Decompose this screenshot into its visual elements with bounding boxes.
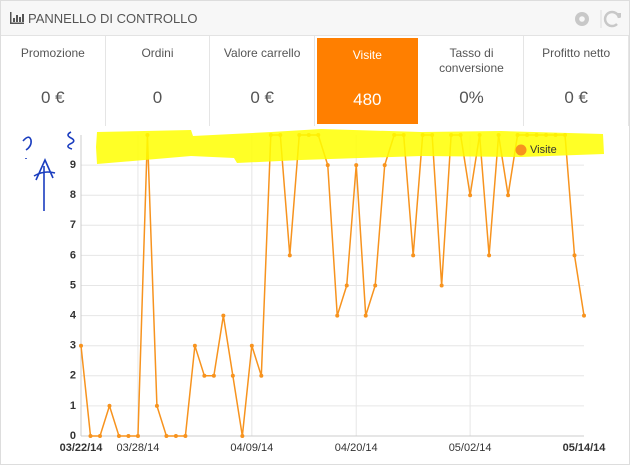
point — [468, 193, 473, 198]
y-tick-label: 7 — [70, 219, 76, 231]
point — [192, 343, 197, 348]
legend-label: Visite — [530, 144, 557, 156]
y-tick-label: 5 — [70, 279, 76, 291]
refresh-button[interactable] — [603, 10, 621, 28]
kpi-tile[interactable]: Valore carrello 0 € — [210, 36, 315, 126]
point — [211, 373, 216, 378]
point — [173, 434, 178, 438]
point — [135, 434, 140, 438]
kpi-value: 480 — [353, 90, 382, 109]
kpi-label: Tasso di conversione — [439, 46, 504, 75]
x-tick-label: 05/02/14 — [449, 442, 492, 454]
kpi-tile[interactable]: Promozione 0 € — [1, 36, 106, 126]
point — [79, 343, 83, 348]
highlight-scribble — [96, 129, 604, 164]
point — [97, 434, 102, 438]
y-tick-label: 2 — [70, 370, 76, 382]
point — [335, 313, 340, 318]
point — [487, 253, 492, 258]
y-tick-label: 9 — [70, 159, 76, 171]
kpi-value: 0 € — [564, 88, 588, 107]
y-tick-label: 6 — [70, 249, 76, 261]
point — [126, 434, 131, 438]
point — [107, 403, 112, 408]
ink-brace — [67, 131, 75, 150]
panel-header: PANNELLO DI CONTROLLO — [1, 1, 629, 36]
kpi-tile[interactable]: Tasso di conversione 0% — [420, 36, 525, 126]
point — [230, 373, 235, 378]
point — [240, 434, 245, 438]
point — [202, 373, 207, 378]
x-tick-label: 05/14/14 — [563, 442, 607, 454]
point — [183, 434, 188, 438]
x-tick-label: 03/22/14 — [60, 442, 104, 454]
y-tick-label: 8 — [70, 189, 76, 201]
point — [344, 283, 349, 288]
y-tick-label: 3 — [70, 340, 76, 352]
x-tick-label: 04/20/14 — [335, 442, 378, 454]
ink-question — [22, 136, 32, 159]
point — [382, 163, 387, 168]
point — [363, 313, 368, 318]
kpi-value: 0 € — [250, 88, 274, 107]
kpi-label: Profitto netto — [542, 46, 611, 60]
kpi-value: 0 € — [41, 88, 65, 107]
kpi-row: Promozione 0 € Ordini 0 Valore carrello 0 € Vi… — [1, 36, 629, 126]
kpi-value: 0 — [152, 88, 163, 107]
point — [287, 253, 292, 258]
chart: 0 1 2 3 4 5 6 7 8 9 03/22/14 03/28/14 04/09/14 04/20/… — [22, 129, 607, 454]
point — [411, 253, 416, 258]
point — [354, 163, 359, 168]
kpi-label: Valore carrello — [223, 46, 301, 60]
x-tick-label: 03/28/14 — [117, 442, 160, 454]
y-tick-label: 0 — [70, 430, 76, 442]
y-tick-label: 4 — [70, 310, 77, 322]
point — [221, 313, 226, 318]
header-tools — [575, 10, 621, 28]
point — [373, 283, 378, 288]
point — [164, 434, 169, 438]
x-tick-label: 04/09/14 — [230, 442, 273, 454]
ink-arrow — [33, 158, 56, 211]
kpi-label: Visite — [352, 48, 382, 62]
kpi-tile[interactable]: Profitto netto 0 € — [524, 36, 629, 126]
point — [572, 253, 577, 258]
point — [506, 193, 511, 198]
point — [439, 283, 444, 288]
point — [88, 434, 93, 438]
point — [259, 373, 264, 378]
kpi-label: Promozione — [20, 46, 85, 60]
kpi-label: Ordini — [141, 46, 174, 60]
point — [249, 343, 254, 348]
kpi-value: 0% — [459, 88, 484, 107]
chart-icon — [10, 12, 24, 24]
y-tick-label: 1 — [70, 400, 76, 412]
point — [116, 434, 121, 438]
kpi-tile[interactable]: Ordini 0 — [106, 36, 211, 126]
settings-button[interactable] — [575, 12, 589, 26]
point — [582, 313, 586, 318]
point — [154, 403, 159, 408]
point — [325, 163, 330, 168]
legend-marker — [515, 144, 527, 156]
kpi-tile[interactable]: Visite 480 — [315, 36, 420, 126]
panel-title: PANNELLO DI CONTROLLO — [28, 11, 198, 26]
